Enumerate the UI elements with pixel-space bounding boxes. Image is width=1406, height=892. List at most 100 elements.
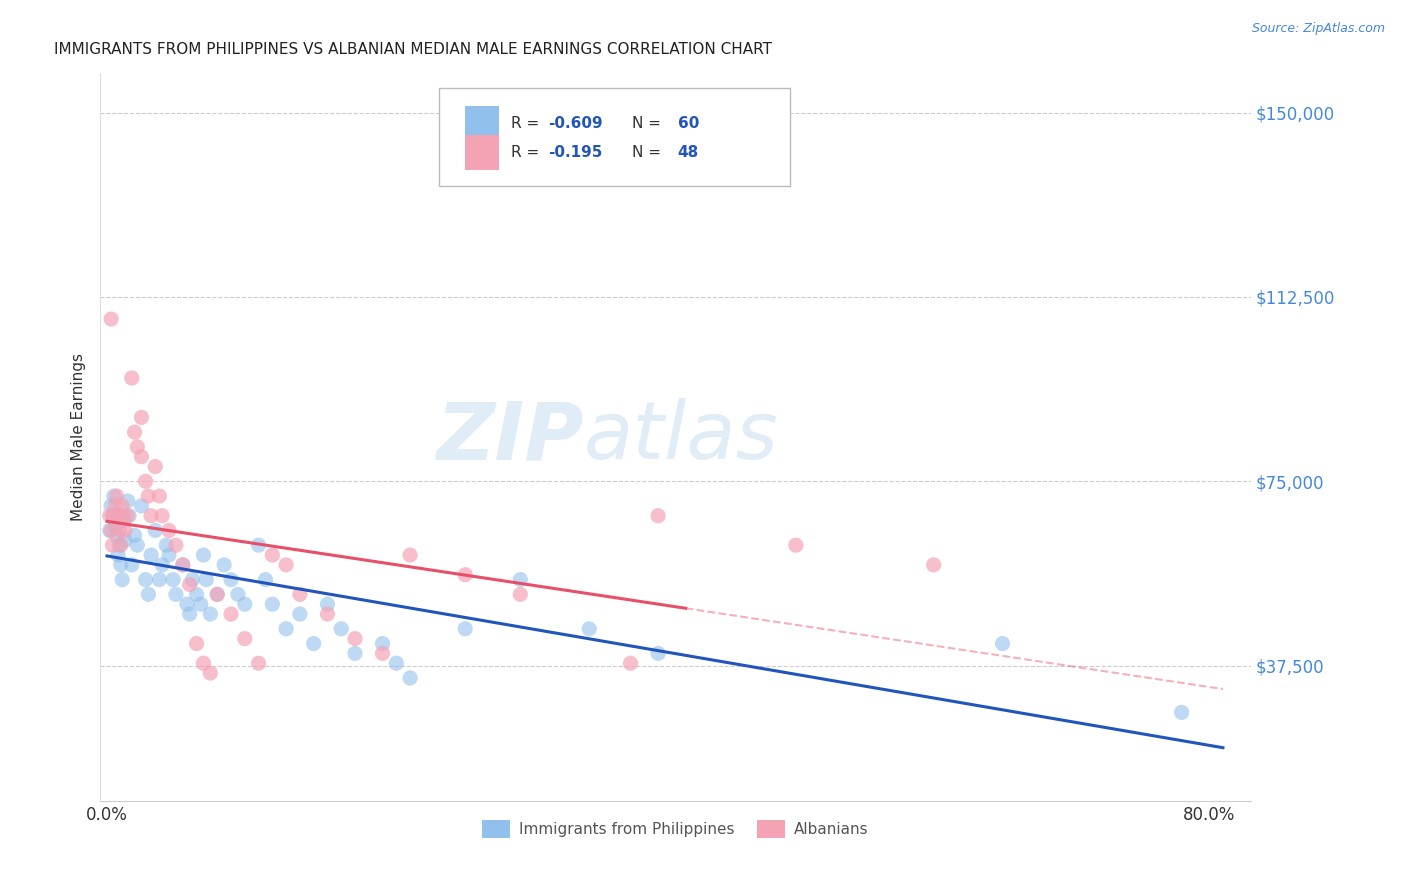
FancyBboxPatch shape <box>440 87 790 186</box>
Point <box>316 597 339 611</box>
Point <box>233 597 256 611</box>
Point <box>200 666 222 681</box>
Point <box>157 524 180 538</box>
Point <box>288 607 311 621</box>
Point <box>98 524 121 538</box>
Point <box>118 508 141 523</box>
Point <box>785 538 807 552</box>
Text: -0.609: -0.609 <box>547 116 602 131</box>
Point <box>101 508 124 523</box>
Point <box>1170 706 1192 720</box>
Point <box>124 528 146 542</box>
Point <box>114 533 136 548</box>
Point <box>135 573 157 587</box>
Point <box>212 558 235 572</box>
Point <box>195 573 218 587</box>
Point <box>509 573 531 587</box>
Legend: Immigrants from Philippines, Albanians: Immigrants from Philippines, Albanians <box>477 814 875 844</box>
Point <box>143 524 166 538</box>
Point <box>176 597 198 611</box>
Point <box>121 371 143 385</box>
Point <box>162 573 184 587</box>
Text: IMMIGRANTS FROM PHILIPPINES VS ALBANIAN MEDIAN MALE EARNINGS CORRELATION CHART: IMMIGRANTS FROM PHILIPPINES VS ALBANIAN … <box>53 42 772 57</box>
Point <box>139 508 162 523</box>
Text: R =: R = <box>510 116 544 131</box>
Point <box>200 607 222 621</box>
Point <box>117 494 139 508</box>
Point <box>647 508 669 523</box>
Point <box>578 622 600 636</box>
Point <box>117 508 139 523</box>
Point <box>110 558 132 572</box>
Point <box>207 587 229 601</box>
Point <box>165 538 187 552</box>
Point <box>343 632 366 646</box>
Point <box>619 657 641 671</box>
Point <box>105 528 128 542</box>
Point <box>108 524 131 538</box>
Point <box>193 548 215 562</box>
Point <box>316 607 339 621</box>
Point <box>107 548 129 562</box>
Point <box>111 573 134 587</box>
Point <box>219 573 242 587</box>
Point <box>193 657 215 671</box>
Point <box>399 671 422 685</box>
Point <box>138 587 160 601</box>
Point <box>111 499 134 513</box>
Point <box>135 475 157 489</box>
Point <box>454 622 477 636</box>
Point <box>922 558 945 572</box>
Point <box>399 548 422 562</box>
Point <box>108 538 131 552</box>
Point <box>226 587 249 601</box>
Point <box>509 587 531 601</box>
Point <box>105 489 128 503</box>
Point <box>371 636 394 650</box>
Point <box>131 410 153 425</box>
Point <box>148 573 170 587</box>
Point <box>100 312 122 326</box>
Text: 60: 60 <box>678 116 699 131</box>
Point <box>343 646 366 660</box>
Point <box>190 597 212 611</box>
Point <box>165 587 187 601</box>
Point <box>127 440 149 454</box>
Point <box>330 622 353 636</box>
Point <box>103 489 125 503</box>
Point <box>247 657 270 671</box>
Point <box>186 587 208 601</box>
Point <box>247 538 270 552</box>
Point <box>254 573 277 587</box>
Point <box>148 489 170 503</box>
Point <box>219 607 242 621</box>
Text: -0.195: -0.195 <box>547 145 602 160</box>
Point <box>112 514 135 528</box>
Point <box>138 489 160 503</box>
Point <box>103 508 125 523</box>
Point <box>157 548 180 562</box>
Point <box>143 459 166 474</box>
Point <box>121 558 143 572</box>
Point <box>274 622 297 636</box>
Point <box>155 538 177 552</box>
Y-axis label: Median Male Earnings: Median Male Earnings <box>72 353 86 521</box>
Point <box>288 587 311 601</box>
Point <box>647 646 669 660</box>
Point <box>127 538 149 552</box>
Point <box>991 636 1014 650</box>
Point <box>179 607 201 621</box>
Point <box>302 636 325 650</box>
Point <box>104 499 127 513</box>
Point <box>112 508 135 523</box>
Point <box>110 538 132 552</box>
Text: N =: N = <box>631 116 665 131</box>
Point <box>100 499 122 513</box>
Point <box>207 587 229 601</box>
Point <box>107 508 129 523</box>
Point <box>131 450 153 464</box>
Point <box>131 499 153 513</box>
Point <box>98 508 121 523</box>
Point <box>262 548 284 562</box>
Point <box>114 524 136 538</box>
